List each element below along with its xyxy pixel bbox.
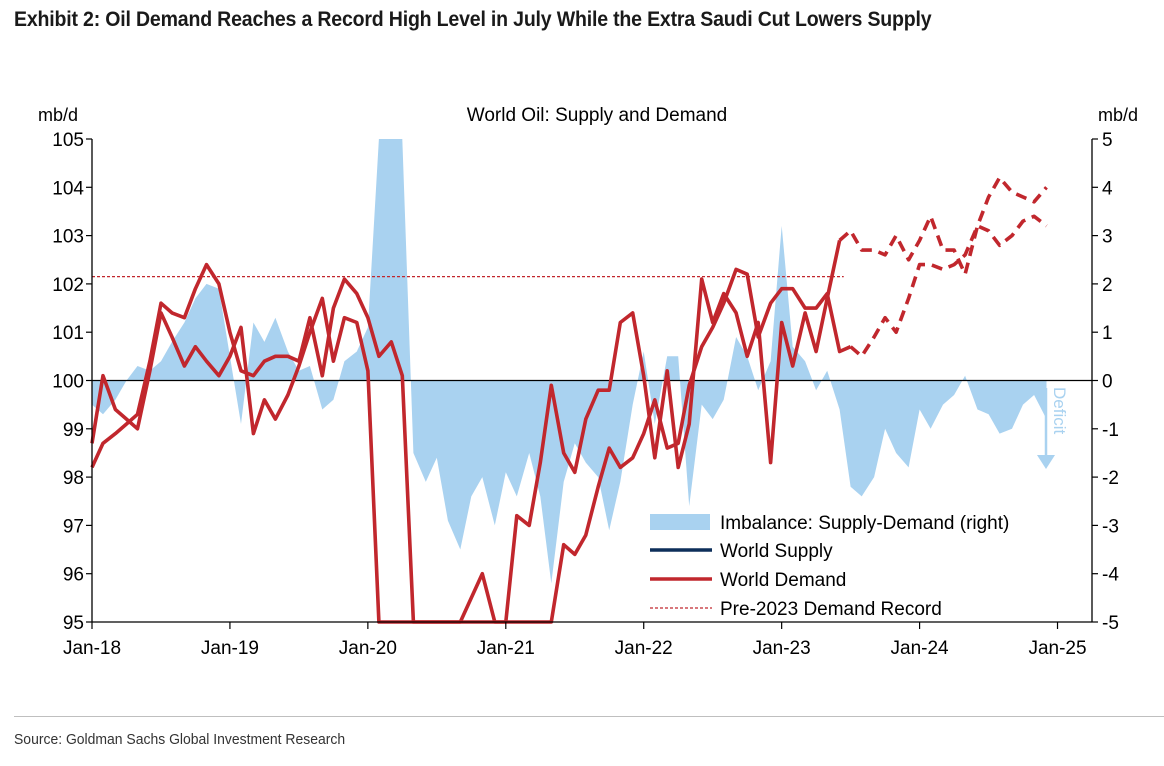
exhibit-title: Exhibit 2: Oil Demand Reaches a Record H… [14, 8, 932, 31]
x-tick-label: Jan-22 [615, 638, 673, 659]
imbalance-area [92, 139, 1047, 584]
x-tick-label: Jan-21 [477, 638, 535, 659]
footer-divider [14, 716, 1164, 717]
legend: Imbalance: Supply-Demand (right) World Su… [650, 513, 1009, 620]
right-tick-label: 1 [1102, 323, 1113, 344]
x-tick-label: Jan-24 [891, 638, 950, 659]
left-tick-label: 100 [52, 372, 84, 393]
world-demand-forecast-line [838, 175, 1048, 276]
legend-world-demand-label: World Demand [720, 570, 846, 591]
deficit-arrow-head [1037, 455, 1055, 469]
right-axis-unit: mb/d [1098, 105, 1138, 125]
deficit-label: Deficit [1050, 387, 1069, 435]
deficit-annotation: Deficit [1037, 387, 1069, 469]
right-tick-label: 3 [1102, 227, 1113, 248]
right-tick-label: -2 [1102, 468, 1119, 489]
x-tick-label: Jan-19 [201, 638, 259, 659]
right-tick-label: 4 [1102, 178, 1113, 199]
left-tick-label: 104 [52, 178, 84, 199]
right-tick-label: -5 [1102, 613, 1119, 634]
imbalance-area-layer [92, 139, 1047, 584]
left-tick-label: 97 [63, 516, 84, 537]
right-tick-label: 0 [1102, 372, 1113, 393]
left-tick-label: 101 [52, 323, 84, 344]
world-demand-line [90, 262, 852, 624]
left-tick-label: 98 [63, 468, 84, 489]
right-tick-label: -4 [1102, 565, 1119, 586]
axes-layer: 95 96 97 98 99 100 101 102 103 104 105 -5 -4 -3 -2 -1 0 1… [52, 130, 1119, 659]
left-axis-unit: mb/d [38, 105, 78, 125]
legend-imbalance-swatch [650, 514, 710, 530]
right-tick-label: 2 [1102, 275, 1113, 296]
right-tick-label: -3 [1102, 516, 1119, 537]
legend-world-supply-label: World Supply [720, 541, 833, 562]
left-tick-label: 99 [63, 420, 84, 441]
left-tick-label: 102 [52, 275, 84, 296]
chart: 95 96 97 98 99 100 101 102 103 104 105 -5 -4 -3 -2 -1 0 1… [38, 105, 1138, 659]
x-tick-label: Jan-18 [63, 638, 121, 659]
left-tick-label: 96 [63, 565, 84, 586]
x-tick-label: Jan-23 [753, 638, 811, 659]
left-tick-label: 105 [52, 130, 84, 151]
legend-record-label: Pre-2023 Demand Record [720, 599, 942, 620]
right-tick-label: -1 [1102, 420, 1119, 441]
left-tick-label: 103 [52, 227, 84, 248]
x-tick-label: Jan-25 [1028, 638, 1086, 659]
left-tick-label: 95 [63, 613, 84, 634]
world-demand-forecast-line [849, 214, 1048, 359]
chart-title: World Oil: Supply and Demand [467, 105, 728, 126]
x-tick-label: Jan-20 [339, 638, 397, 659]
source-note: Source: Goldman Sachs Global Investment … [14, 731, 346, 748]
legend-imbalance-label: Imbalance: Supply-Demand (right) [720, 513, 1009, 534]
right-tick-label: 5 [1102, 130, 1113, 151]
